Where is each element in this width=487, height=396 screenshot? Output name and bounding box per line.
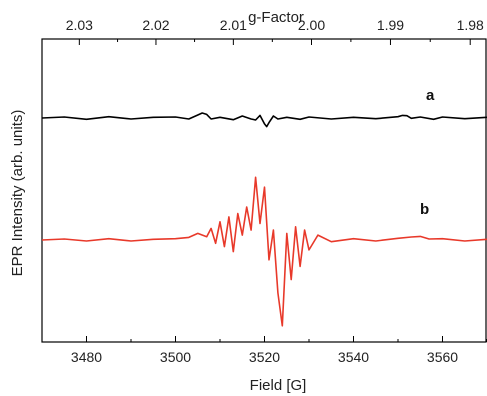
x2-tick-label: 1.98 (457, 17, 484, 33)
x-tick-label: 3560 (427, 349, 458, 365)
x2-axis-title: g-Factor (248, 9, 304, 26)
x2-tick-label: 2.02 (142, 17, 169, 33)
x2-tick-label: 1.99 (377, 17, 404, 33)
x-tick-label: 3480 (71, 349, 102, 365)
series-line-a (41, 112, 487, 128)
series-label-b: b (420, 201, 429, 218)
x-tick-label: 3520 (249, 349, 280, 365)
x2-tick-label: 2.00 (298, 17, 325, 33)
y-axis-title: EPR Intensity (arb. units) (9, 110, 26, 277)
series-line-b (41, 176, 487, 327)
x-tick-label: 3540 (338, 349, 369, 365)
x-axis-title: Field [G] (250, 377, 307, 394)
x2-tick-label: 2.01 (220, 17, 247, 33)
x-tick-label: 3500 (160, 349, 191, 365)
series-label-a: a (426, 87, 435, 104)
x2-tick-label: 2.03 (66, 17, 93, 33)
